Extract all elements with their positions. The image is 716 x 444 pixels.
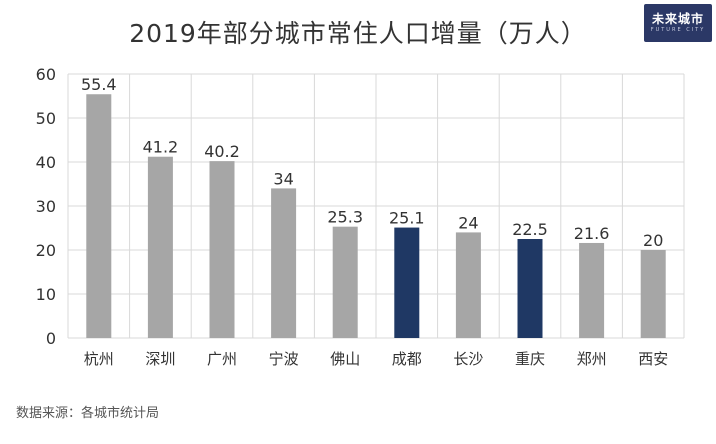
y-tick-label: 60 [36,65,56,84]
data-source-note: 数据来源：各城市统计局 [16,406,160,421]
data-label: 41.2 [143,138,179,157]
bar [86,94,112,339]
y-tick-label: 40 [36,153,56,172]
data-label: 40.2 [204,142,240,161]
data-label: 34 [273,169,293,188]
chart-title: 2019年部分城市常住人口增量（万人） [129,19,587,48]
bar-chart: 0 10 20 30 40 50 60 55.4 杭州 41.2 深圳 40.2 广州 34 宁波 25.3 佛… [36,65,685,368]
y-tick-label: 0 [46,329,56,348]
x-tick-label: 佛山 [330,350,360,368]
bar [579,242,605,338]
future-city-logo: 未来城市 FUTURE CITY [644,4,712,42]
x-tick-label: 宁波 [269,350,299,368]
data-label: 21.6 [574,224,610,243]
data-label: 22.5 [512,220,548,239]
bar [517,239,543,338]
bar [332,226,358,338]
y-tick-label: 30 [36,197,56,216]
y-tick-label: 50 [36,109,56,128]
data-label: 55.4 [81,75,117,94]
logo-subtext: FUTURE CITY [650,27,706,33]
y-tick-label: 20 [36,241,56,260]
x-tick-label: 杭州 [84,350,114,368]
y-tick-label: 10 [36,285,56,304]
x-tick-label: 广州 [207,350,237,368]
x-tick-label: 郑州 [577,350,607,368]
x-tick-label: 成都 [392,350,422,368]
bar [394,227,420,338]
data-label: 25.3 [327,208,363,227]
bar [640,250,666,338]
logo-text: 未来城市 [651,12,704,26]
data-label: 20 [643,231,663,250]
data-label: 24 [458,213,478,232]
data-label: 25.1 [389,209,425,228]
x-tick-label: 重庆 [515,350,545,368]
x-tick-label: 长沙 [453,350,483,368]
bar [147,156,173,338]
bar [455,232,481,338]
x-tick-label: 深圳 [145,350,175,368]
x-tick-label: 西安 [638,350,668,368]
bar [271,188,297,338]
bar [209,161,235,338]
